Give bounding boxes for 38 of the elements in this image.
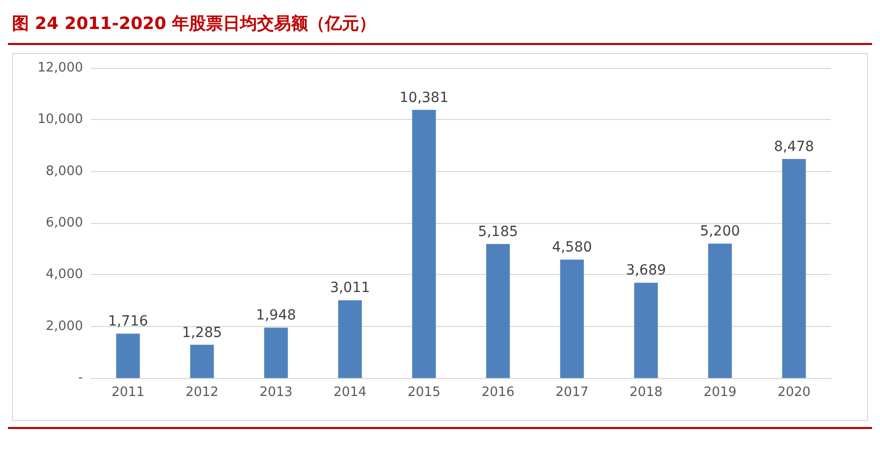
y-tick-label: 6,000	[46, 216, 83, 230]
y-tick-label: 10,000	[38, 112, 83, 128]
x-tick-label: 2016	[481, 385, 515, 400]
x-tick-label: 2019	[703, 385, 737, 400]
y-tick-label: 2,000	[46, 318, 83, 334]
data-label: 3,689	[626, 262, 666, 279]
chart-title: 图 24 2011-2020 年股票日均交易额（亿元）	[8, 8, 872, 45]
bar	[264, 328, 288, 378]
data-label: 8,478	[774, 138, 814, 155]
x-tick-label: 2013	[259, 385, 293, 400]
x-tick-label: 2011	[111, 385, 145, 400]
x-tick-label: 2014	[333, 385, 367, 400]
data-label: 3,011	[330, 280, 370, 296]
data-label: 10,381	[400, 90, 448, 106]
data-label: 1,948	[256, 308, 296, 324]
data-label: 4,580	[552, 240, 592, 256]
bar	[486, 244, 510, 378]
x-tick-label: 2017	[555, 385, 589, 400]
bar	[116, 334, 140, 378]
y-tick-label: 4,000	[46, 267, 83, 282]
data-label: 5,200	[700, 224, 740, 240]
x-tick-label: 2020	[777, 385, 811, 400]
bar	[338, 300, 362, 378]
y-tick-label: -	[78, 370, 84, 386]
bar	[560, 260, 584, 378]
bar	[412, 110, 436, 378]
bar	[708, 244, 732, 378]
x-tick-label: 2018	[629, 385, 663, 400]
y-tick-label: 8,000	[46, 164, 83, 179]
bar	[782, 158, 806, 378]
x-tick-label: 2015	[407, 385, 441, 400]
data-label: 5,185	[478, 224, 518, 240]
bar	[634, 282, 658, 378]
data-label: 1,285	[182, 324, 222, 341]
y-tick-label: 12,000	[38, 60, 83, 76]
bar	[190, 344, 214, 378]
x-tick-label: 2012	[185, 385, 219, 400]
data-label: 1,716	[108, 314, 148, 330]
